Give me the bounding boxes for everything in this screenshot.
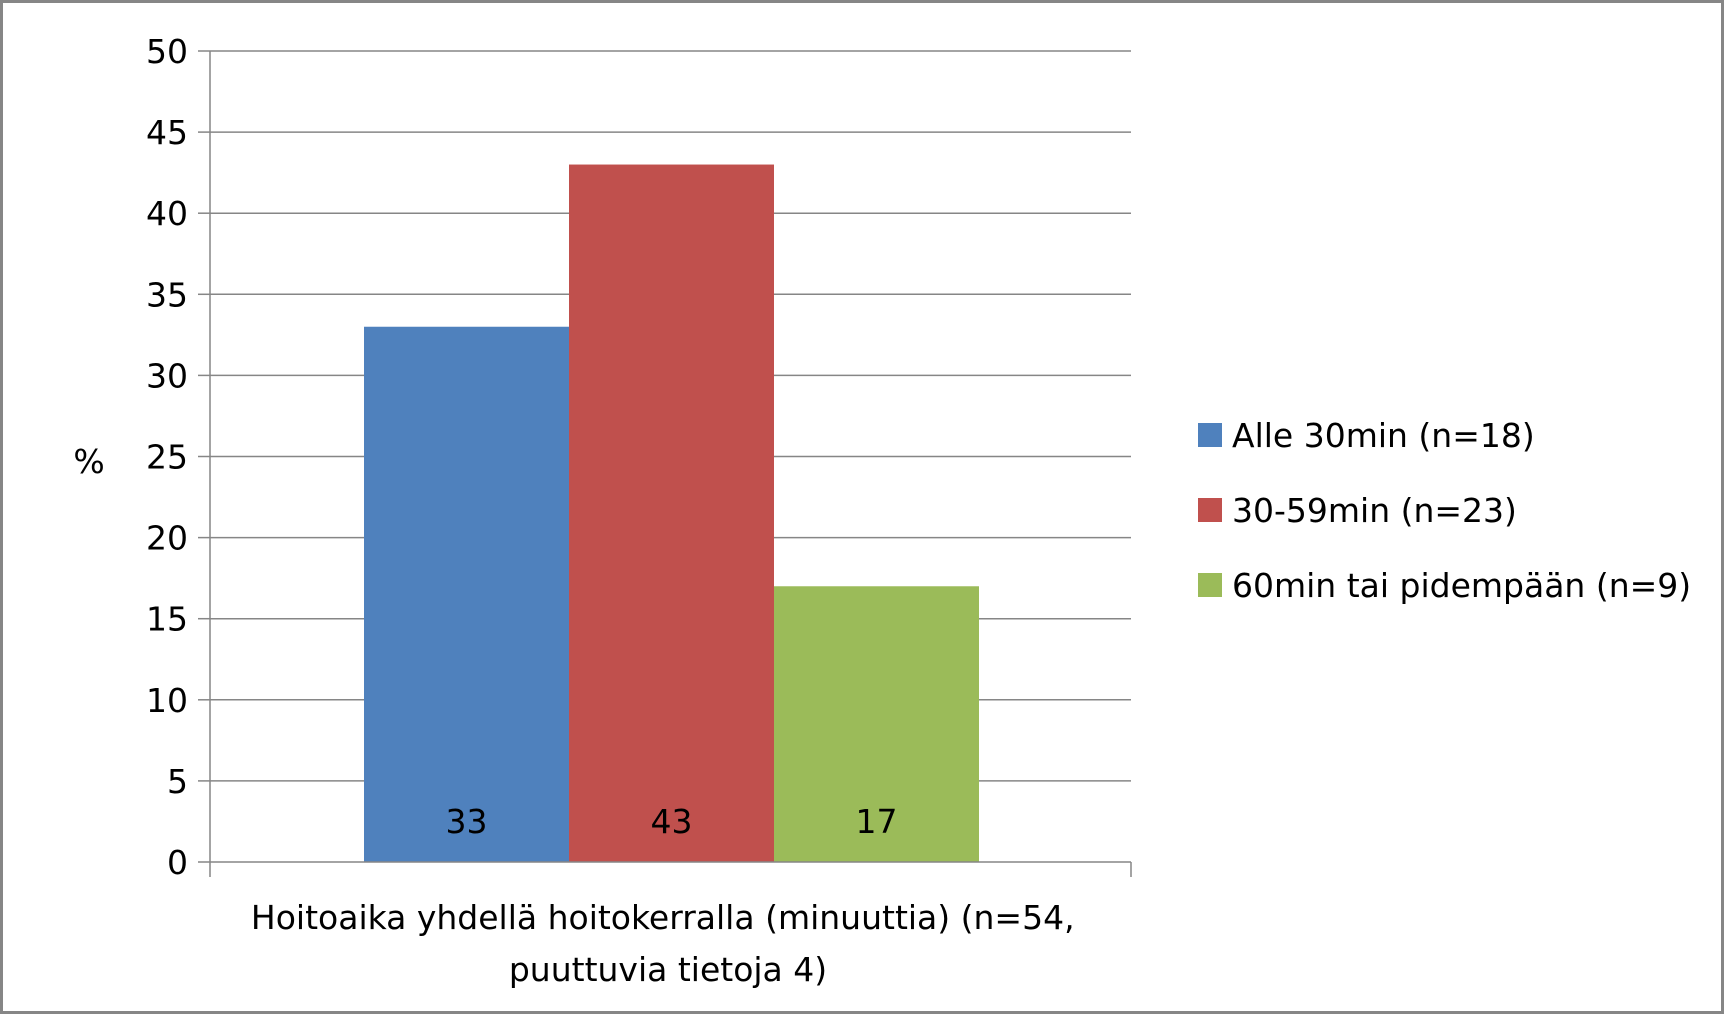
data-label-series-2: 43 <box>651 802 693 841</box>
data-label-series-1: 33 <box>446 802 488 841</box>
data-labels: 33 43 17 <box>446 802 898 841</box>
y-tick-label: 0 <box>167 843 188 882</box>
y-tick-labels: 0 5 10 15 20 25 30 35 40 45 50 <box>146 32 188 882</box>
y-tick-label: 20 <box>146 519 188 558</box>
y-tick-label: 25 <box>146 438 188 477</box>
bar-series-1 <box>364 326 569 862</box>
bar-series-3 <box>774 586 979 862</box>
x-axis-label: Hoitoaika yhdellä hoitokerralla (minuutt… <box>251 898 1085 989</box>
legend: Alle 30min (n=18) 30-59min (n=23) 60min ta… <box>1198 416 1691 605</box>
legend-label-series-3: 60min tai pidempään (n=9) <box>1232 566 1691 605</box>
y-tick-label: 10 <box>146 681 188 720</box>
y-tick-label: 5 <box>167 762 188 801</box>
axes <box>198 50 1132 877</box>
legend-swatch-series-1 <box>1198 423 1222 447</box>
bar-series-2 <box>569 164 774 863</box>
legend-label-series-1: Alle 30min (n=18) <box>1232 416 1535 455</box>
y-tick-label: 30 <box>146 356 188 395</box>
y-tick-label: 35 <box>146 275 188 314</box>
data-label-series-3: 17 <box>856 802 898 841</box>
y-tick-label: 15 <box>146 600 188 639</box>
legend-swatch-series-2 <box>1198 498 1222 522</box>
x-axis-label-line-1: Hoitoaika yhdellä hoitokerralla (minuutt… <box>251 898 1075 937</box>
bars <box>364 164 979 863</box>
legend-swatch-series-3 <box>1198 573 1222 597</box>
bar-chart: 0 5 10 15 20 25 30 35 40 45 50 33 43 17 % Hoitoaika … <box>73 32 1691 989</box>
y-tick-label: 40 <box>146 194 188 233</box>
x-axis-label-line-2: puuttuvia tietoja 4) <box>509 950 827 989</box>
y-tick-label: 45 <box>146 113 188 152</box>
legend-label-series-2: 30-59min (n=23) <box>1232 491 1517 530</box>
y-axis-label: % <box>73 442 104 481</box>
y-tick-label: 50 <box>146 32 188 71</box>
